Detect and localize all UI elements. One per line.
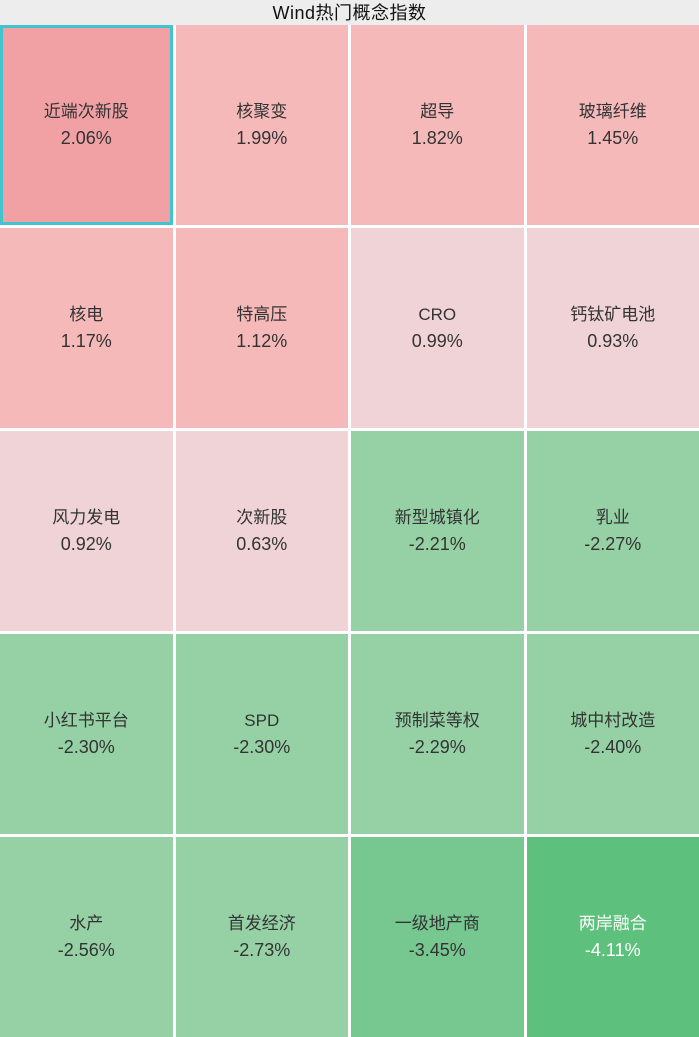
title-bar: Wind热门概念指数 <box>0 0 699 25</box>
concept-change-percent: 1.17% <box>60 331 112 352</box>
concept-name: 两岸融合 <box>578 913 647 933</box>
concept-name: CRO <box>418 304 457 324</box>
concept-tile[interactable]: 钙钛矿电池 0.93% <box>526 228 699 428</box>
page-title: Wind热门概念指数 <box>272 2 427 23</box>
concept-tile[interactable]: 次新股 0.63% <box>175 431 348 631</box>
concept-change-percent: -2.27% <box>584 534 642 555</box>
concept-tile[interactable]: 近端次新股 2.06% <box>0 25 173 225</box>
concept-name: 一级地产商 <box>394 913 480 933</box>
concept-tile[interactable]: CRO 0.99% <box>351 228 524 428</box>
concept-tile[interactable]: 城中村改造 -2.40% <box>526 634 699 834</box>
concept-name: SPD <box>244 710 280 730</box>
concept-tile[interactable]: 核聚变 1.99% <box>175 25 348 225</box>
concept-tile[interactable]: SPD -2.30% <box>175 634 348 834</box>
concept-change-percent: -2.56% <box>57 940 115 961</box>
concept-name: 新型城镇化 <box>394 507 480 527</box>
concept-change-percent: -2.21% <box>408 534 466 555</box>
concept-change-percent: -2.73% <box>233 940 291 961</box>
concept-change-percent: 0.99% <box>411 331 463 352</box>
concept-tile[interactable]: 玻璃纤维 1.45% <box>526 25 699 225</box>
concept-heatmap-grid: 近端次新股 2.06% 核聚变 1.99% 超导 1.82% 玻璃纤维 1.45… <box>0 25 699 1037</box>
concept-tile[interactable]: 首发经济 -2.73% <box>175 837 348 1037</box>
concept-name: 近端次新股 <box>43 101 129 121</box>
concept-tile[interactable]: 风力发电 0.92% <box>0 431 173 631</box>
concept-change-percent: 0.92% <box>60 534 112 555</box>
concept-change-percent: -2.29% <box>408 737 466 758</box>
concept-name: 水产 <box>69 913 104 933</box>
concept-change-percent: 0.63% <box>236 534 288 555</box>
concept-change-percent: -2.30% <box>57 737 115 758</box>
concept-name: 风力发电 <box>52 507 121 527</box>
concept-name: 乳业 <box>595 507 630 527</box>
concept-tile[interactable]: 预制菜等权 -2.29% <box>351 634 524 834</box>
concept-change-percent: -2.40% <box>584 737 642 758</box>
concept-tile[interactable]: 超导 1.82% <box>351 25 524 225</box>
concept-name: 预制菜等权 <box>394 710 480 730</box>
concept-tile[interactable]: 小红书平台 -2.30% <box>0 634 173 834</box>
concept-change-percent: 1.82% <box>411 128 463 149</box>
concept-change-percent: 1.12% <box>236 331 288 352</box>
concept-name: 次新股 <box>236 507 288 527</box>
concept-change-percent: 1.45% <box>587 128 639 149</box>
concept-change-percent: 0.93% <box>587 331 639 352</box>
concept-name: 超导 <box>420 101 455 121</box>
concept-tile[interactable]: 水产 -2.56% <box>0 837 173 1037</box>
concept-change-percent: 1.99% <box>236 128 288 149</box>
concept-name: 玻璃纤维 <box>578 101 647 121</box>
concept-tile[interactable]: 核电 1.17% <box>0 228 173 428</box>
concept-change-percent: -3.45% <box>408 940 466 961</box>
concept-tile[interactable]: 特高压 1.12% <box>175 228 348 428</box>
concept-change-percent: 2.06% <box>60 128 112 149</box>
concept-name: 小红书平台 <box>43 710 129 730</box>
concept-name: 核电 <box>69 304 104 324</box>
concept-name: 特高压 <box>236 304 288 324</box>
concept-tile[interactable]: 两岸融合 -4.11% <box>526 837 699 1037</box>
concept-name: 核聚变 <box>236 101 288 121</box>
concept-name: 首发经济 <box>227 913 296 933</box>
concept-change-percent: -4.11% <box>584 940 641 961</box>
concept-tile[interactable]: 新型城镇化 -2.21% <box>351 431 524 631</box>
concept-change-percent: -2.30% <box>233 737 291 758</box>
concept-name: 城中村改造 <box>570 710 656 730</box>
concept-name: 钙钛矿电池 <box>570 304 656 324</box>
concept-tile[interactable]: 一级地产商 -3.45% <box>351 837 524 1037</box>
concept-tile[interactable]: 乳业 -2.27% <box>526 431 699 631</box>
